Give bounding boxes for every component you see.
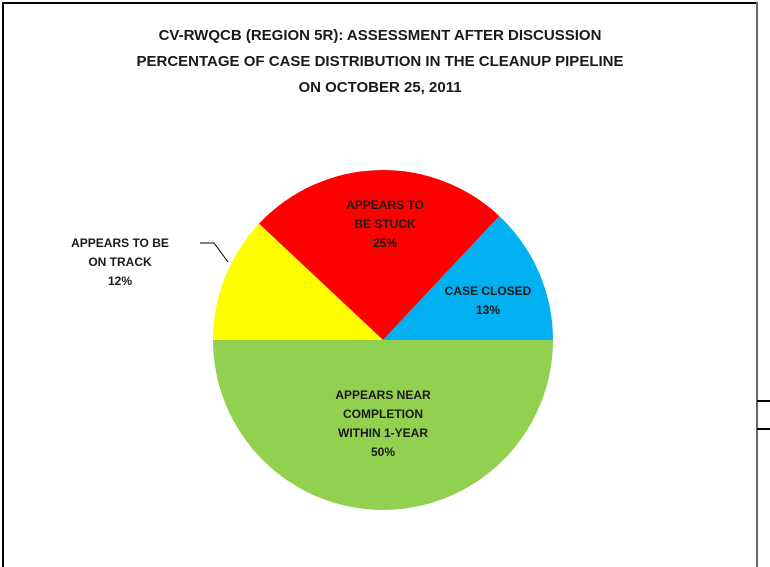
pie-slice — [259, 170, 500, 340]
slice-value: 13% — [475, 303, 501, 317]
slice-label: APPEARS TO BE STUCK 25% — [341, 196, 429, 253]
pie-slice — [213, 340, 553, 510]
chart-title: CV-RWQCB (REGION 5R): ASSESSMENT AFTER D… — [158, 27, 602, 44]
chart-title: PERCENTAGE OF CASE DISTRIBUTION IN THE C… — [136, 53, 624, 70]
slice-name: CASE CLOSED — [444, 284, 532, 298]
slice-name: APPEARS TO BE ON TRACK — [71, 236, 169, 269]
slice-name: APPEARS TO BE STUCK — [346, 198, 424, 231]
pie-slice — [213, 223, 383, 340]
slice-name: APPEARS NEAR COMPLETION WITHIN 1-YEAR — [335, 388, 431, 440]
slice-label: APPEARS NEAR COMPLETION WITHIN 1-YEAR 50% — [323, 386, 443, 462]
pie-slice — [383, 216, 553, 340]
slice-label: CASE CLOSED 13% — [432, 282, 544, 320]
slice-label: APPEARS TO BE ON TRACK 12% — [65, 234, 175, 291]
chart-title: ON OCTOBER 25, 2011 — [298, 79, 462, 96]
slice-value: 25% — [372, 236, 398, 250]
slice-value: 12% — [107, 274, 133, 288]
slice-value: 50% — [370, 445, 396, 459]
leader-line — [200, 242, 229, 263]
